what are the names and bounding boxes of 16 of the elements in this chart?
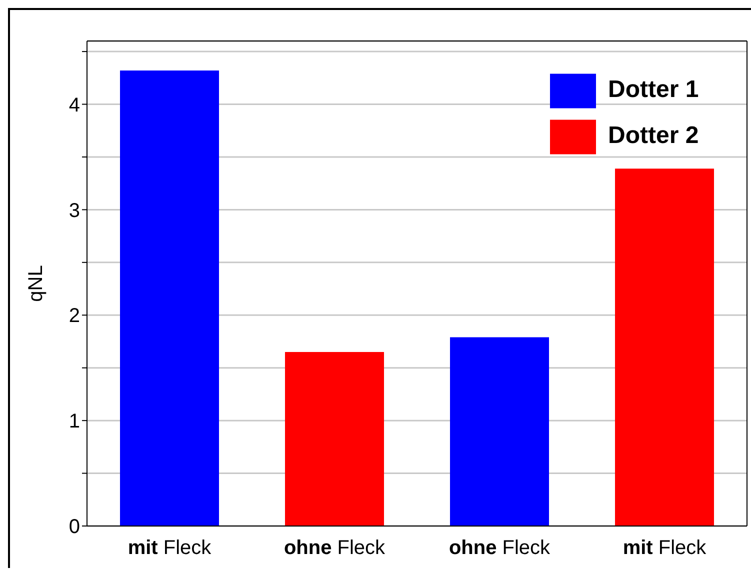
y-tick-label: 2 [68, 305, 80, 328]
x-tick-label: mit Fleck [622, 537, 708, 559]
x-tick-label: ohne Fleck [284, 537, 386, 559]
legend-label: Dotter 1 [608, 76, 699, 104]
y-tick-label: 4 [68, 94, 80, 116]
x-tick-label: ohne Fleck [448, 537, 552, 559]
y-tick-label: 3 [68, 200, 80, 222]
legend-label: Dotter 2 [608, 122, 699, 150]
bar [120, 70, 219, 526]
y-tick-label: 0 [68, 516, 80, 538]
bar [285, 352, 384, 526]
bar [450, 337, 549, 526]
x-tick-label: mit Fleck [128, 537, 212, 559]
bar [615, 168, 714, 526]
y-axis-title: qNL [25, 265, 48, 302]
y-tick-label: 1 [68, 410, 80, 433]
